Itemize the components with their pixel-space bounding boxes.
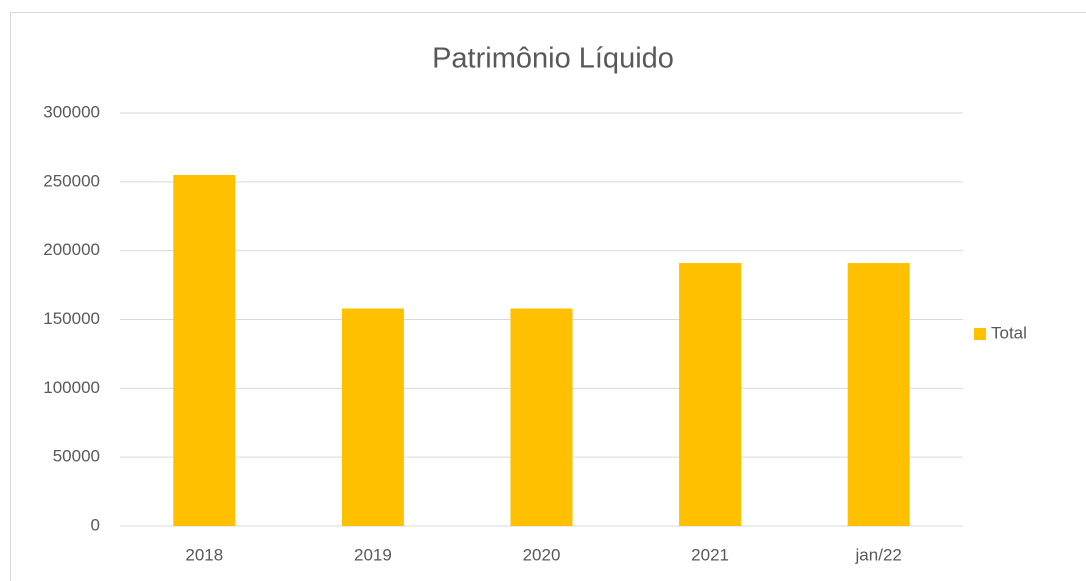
bar (173, 174, 236, 526)
x-tick-label: jan/22 (855, 545, 902, 564)
y-tick-label: 100000 (43, 378, 100, 397)
y-tick-label: 0 (91, 515, 100, 534)
chart-title: Patrimônio Líquido (432, 43, 674, 75)
y-tick-label: 250000 (43, 171, 100, 190)
x-tick-label: 2019 (354, 545, 392, 564)
x-tick-label: 2018 (185, 545, 223, 564)
bar (510, 308, 573, 526)
bar (847, 263, 910, 526)
bar (341, 308, 404, 526)
legend-swatch (974, 328, 986, 340)
y-tick-label: 300000 (43, 102, 100, 121)
y-tick-label: 50000 (53, 447, 100, 466)
y-tick-label: 150000 (43, 309, 100, 328)
x-tick-label: 2020 (523, 545, 561, 564)
legend-label: Total (991, 323, 1027, 342)
bar (679, 263, 742, 526)
y-tick-label: 200000 (43, 240, 100, 259)
x-tick-label: 2021 (691, 545, 729, 564)
